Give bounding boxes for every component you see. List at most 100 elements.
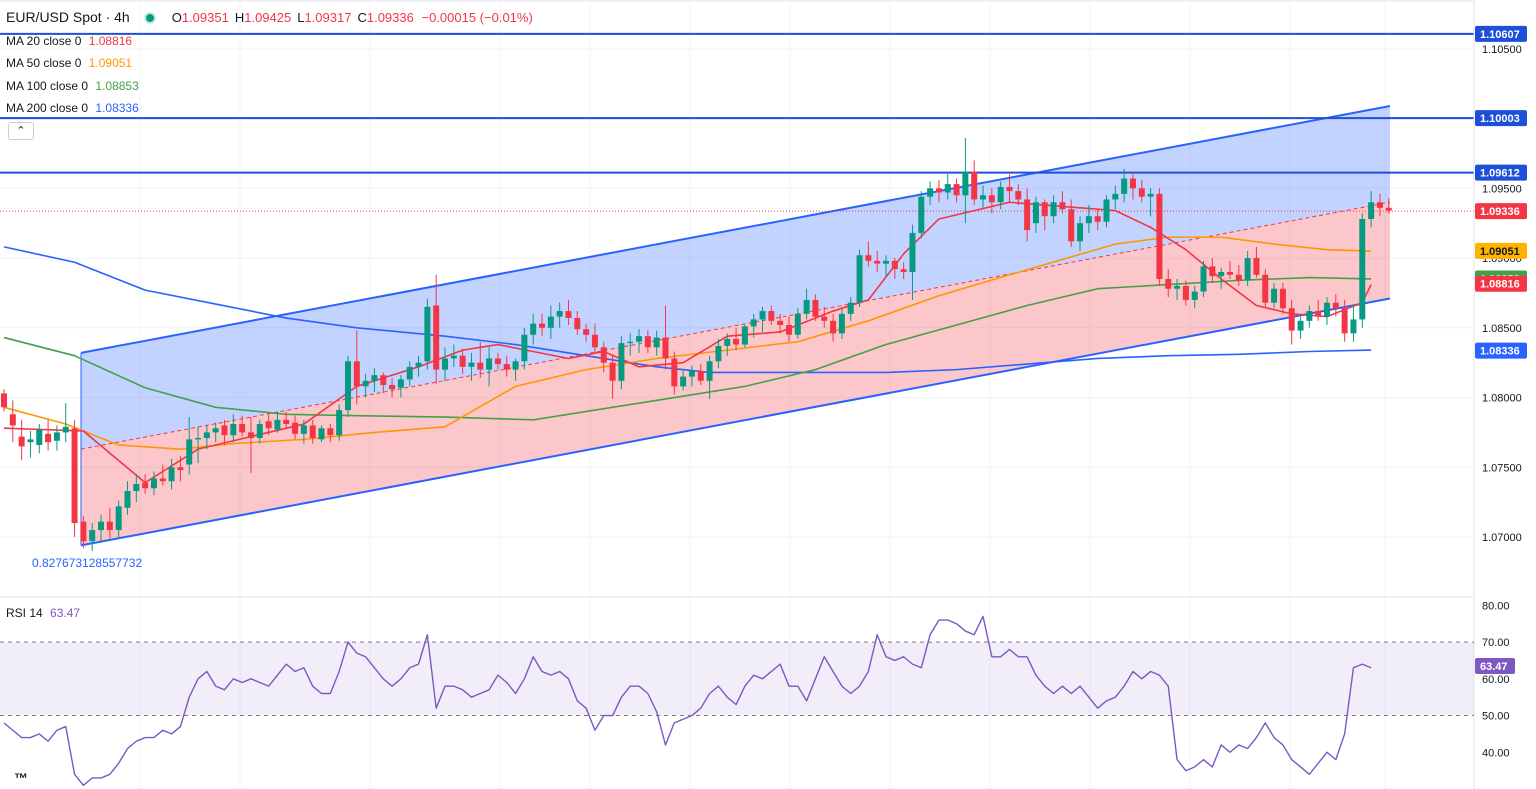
candle-body xyxy=(1112,193,1119,200)
candle-body xyxy=(715,345,722,362)
candle-body xyxy=(459,355,466,367)
candle-body xyxy=(115,506,122,531)
candle-body xyxy=(177,467,184,471)
rsi-badge[interactable] xyxy=(1475,658,1515,675)
candle-body xyxy=(450,355,457,359)
candle-body xyxy=(397,379,404,388)
channel-lower-line[interactable] xyxy=(80,297,1391,547)
candle-body xyxy=(1244,258,1251,281)
candle-body xyxy=(283,419,290,425)
horizontal-levels[interactable] xyxy=(0,32,1474,212)
symbol-title[interactable]: EUR/USD Spot · 4h xyxy=(6,9,130,25)
candle-body xyxy=(1129,178,1136,189)
rsi-label: RSI 14 xyxy=(6,606,43,620)
candle-body xyxy=(168,467,175,482)
price-tick-label: 1.08500 xyxy=(1482,323,1522,335)
candle-body xyxy=(53,432,60,441)
ma200-value: 1.08336 xyxy=(95,101,139,115)
candle-body xyxy=(1147,193,1154,197)
price-badge[interactable] xyxy=(1475,242,1527,259)
ma20-legend[interactable]: MA 20 close 0 1.08816 xyxy=(6,34,132,48)
collapse-legend-button[interactable]: ⌃ xyxy=(8,122,34,140)
candle-body xyxy=(565,311,572,319)
candle-body xyxy=(221,425,228,436)
candle-body xyxy=(688,371,695,377)
candle-body xyxy=(741,326,748,345)
candle-body xyxy=(918,196,925,233)
candle-body xyxy=(856,255,863,303)
candle-body xyxy=(653,337,660,348)
open-value: 1.09351 xyxy=(181,10,229,25)
candle-body xyxy=(662,337,669,359)
candle-body xyxy=(1059,202,1066,210)
candle-body xyxy=(627,341,634,344)
candle-body xyxy=(362,380,369,387)
channel-upper-line[interactable] xyxy=(80,105,1391,354)
ma100-legend[interactable]: MA 100 close 0 1.08853 xyxy=(6,79,139,93)
candle-body xyxy=(1376,202,1383,208)
candle-body xyxy=(600,347,607,363)
candle-body xyxy=(186,439,193,465)
rsi-pane[interactable]: 80.00 70.00 60.00 50.00 40.00 63.47 xyxy=(0,600,1515,787)
candle-body xyxy=(1050,202,1057,217)
candle-body xyxy=(1191,291,1198,300)
price-badge[interactable] xyxy=(1475,110,1527,127)
candle-body xyxy=(106,521,113,531)
candle-body xyxy=(133,484,140,491)
price-badge[interactable] xyxy=(1475,275,1527,292)
candle-body xyxy=(521,334,528,362)
candle-body xyxy=(1253,258,1260,275)
ma200-legend[interactable]: MA 200 close 0 1.08336 xyxy=(6,101,139,115)
candle-body xyxy=(1174,285,1181,289)
candle-body xyxy=(891,260,898,270)
candle-body xyxy=(997,186,1004,203)
candle-body xyxy=(80,521,87,542)
rsi-tick-label: 70.00 xyxy=(1482,637,1510,649)
candle-body xyxy=(1182,285,1189,300)
candle-body xyxy=(45,433,52,443)
candle-body xyxy=(724,338,731,346)
ma50-legend[interactable]: MA 50 close 0 1.09051 xyxy=(6,56,132,70)
candle-body xyxy=(503,364,510,370)
price-badge[interactable] xyxy=(1475,203,1527,220)
candle-body xyxy=(1315,311,1322,317)
fib-label: 0.827673128557732 xyxy=(32,556,143,570)
candle-body xyxy=(1094,216,1101,222)
candle-body xyxy=(1306,311,1313,321)
candle-body xyxy=(477,362,484,370)
candle-body xyxy=(971,171,978,200)
candle-body xyxy=(1024,199,1031,231)
candles xyxy=(1,138,1392,551)
price-badge[interactable] xyxy=(1475,164,1527,181)
candle-body xyxy=(62,426,69,433)
low-value: 1.09317 xyxy=(304,10,352,25)
candle-body xyxy=(1032,202,1039,224)
market-status-icon[interactable] xyxy=(143,12,156,25)
candle-body xyxy=(212,428,219,433)
candle-body xyxy=(1006,186,1013,192)
ma20-value: 1.08816 xyxy=(88,34,133,48)
rsi-legend[interactable]: RSI 14 63.47 xyxy=(6,606,80,620)
price-badge-label: 1.10607 xyxy=(1480,29,1520,41)
tradingview-logo-icon[interactable]: ™ xyxy=(14,770,28,786)
candle-body xyxy=(494,358,501,365)
candle-body xyxy=(142,482,149,489)
open-label: O xyxy=(171,10,182,25)
rsi-value: 63.47 xyxy=(50,606,81,620)
rsi-tick-label: 60.00 xyxy=(1482,674,1510,686)
candle-body xyxy=(18,436,25,447)
candle-body xyxy=(750,319,757,327)
candle-body xyxy=(821,316,828,321)
price-axis[interactable]: 1.105001.095001.090001.085001.080001.075… xyxy=(1473,0,1536,789)
channel-mid-line[interactable] xyxy=(80,201,1391,450)
candle-body xyxy=(803,299,810,314)
price-badge[interactable] xyxy=(1475,25,1527,42)
change-value: −0.00015 (−0.01%) xyxy=(421,10,533,25)
candle-body xyxy=(609,362,616,381)
candle-body xyxy=(883,260,889,264)
candle-body xyxy=(1350,319,1357,334)
price-badge[interactable] xyxy=(1475,342,1527,359)
candle-body xyxy=(909,232,916,272)
candle-body xyxy=(442,358,448,370)
